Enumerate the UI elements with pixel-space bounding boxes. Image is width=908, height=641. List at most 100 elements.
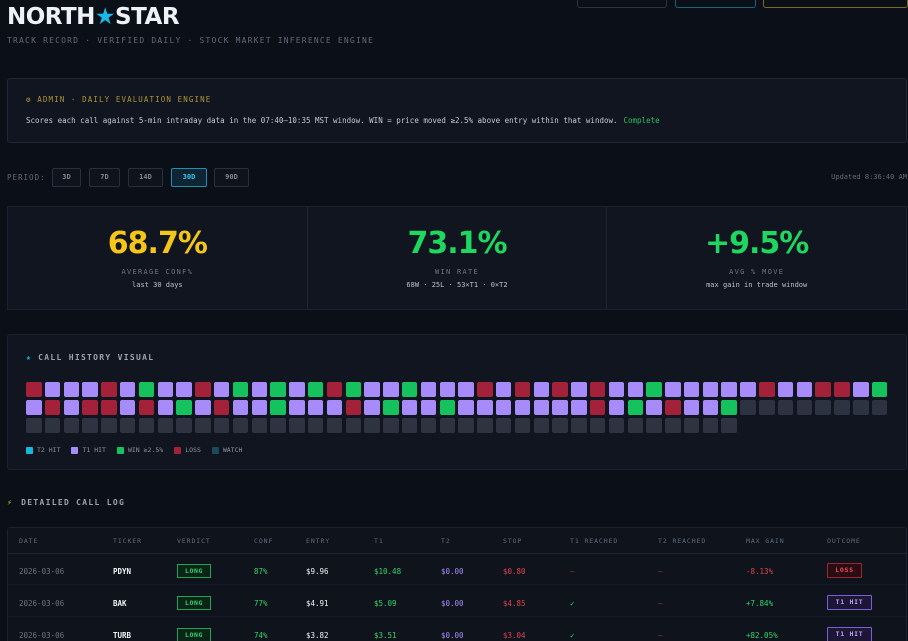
history-cell-pending[interactable] — [101, 418, 117, 433]
history-cell-t1-hit[interactable] — [289, 400, 305, 415]
history-cell-pending[interactable] — [627, 418, 643, 433]
table-row[interactable]: 2026-03-06 BAK LONG 77% $4.91 $5.09 $0.0… — [8, 589, 906, 617]
history-cell-t1-hit[interactable] — [232, 400, 249, 415]
history-cell-t1-hit[interactable] — [289, 382, 305, 397]
history-cell-pending[interactable] — [853, 400, 869, 415]
history-cell-t1-hit[interactable] — [326, 400, 343, 415]
history-cell-pending[interactable] — [759, 400, 775, 415]
history-cell-t1-hit[interactable] — [364, 382, 380, 397]
history-cell-t1-hit[interactable] — [176, 382, 192, 397]
history-cell-loss[interactable] — [138, 400, 155, 415]
history-cell-win[interactable] — [401, 382, 418, 397]
history-cell-loss[interactable] — [589, 382, 606, 397]
history-cell-loss[interactable] — [665, 400, 681, 415]
history-cell-pending[interactable] — [495, 418, 512, 433]
history-cell-pending[interactable] — [777, 400, 794, 415]
history-cell-pending[interactable] — [213, 418, 230, 433]
history-cell-t1-hit[interactable] — [251, 400, 268, 415]
history-cell-pending[interactable] — [646, 418, 662, 433]
history-cell-t1-hit[interactable] — [63, 382, 80, 397]
history-cell-pending[interactable] — [608, 418, 625, 433]
history-cell-pending[interactable] — [721, 418, 737, 433]
history-cell-t1-hit[interactable] — [721, 382, 737, 397]
history-cell-loss[interactable] — [477, 382, 493, 397]
history-cell-t1-hit[interactable] — [195, 400, 211, 415]
history-cell-win[interactable] — [176, 400, 192, 415]
history-cell-win[interactable] — [646, 382, 662, 397]
table-row[interactable]: 2026-03-06 PDYN LONG 87% $9.96 $10.48 $0… — [8, 557, 906, 585]
history-cell-loss[interactable] — [101, 382, 117, 397]
history-cell-pending[interactable] — [63, 418, 80, 433]
history-cell-t1-hit[interactable] — [533, 382, 550, 397]
history-cell-t1-hit[interactable] — [26, 400, 42, 415]
history-cell-t1-hit[interactable] — [571, 400, 587, 415]
history-cell-pending[interactable] — [383, 418, 399, 433]
history-cell-win[interactable] — [138, 382, 155, 397]
history-cell-pending[interactable] — [307, 418, 324, 433]
history-cell-pending[interactable] — [702, 418, 719, 433]
history-cell-win[interactable] — [307, 382, 324, 397]
history-cell-t1-hit[interactable] — [777, 382, 794, 397]
history-cell-pending[interactable] — [740, 400, 756, 415]
header-button-1[interactable] — [577, 0, 667, 8]
history-cell-pending[interactable] — [439, 418, 456, 433]
history-cell-pending[interactable] — [326, 418, 343, 433]
history-cell-pending[interactable] — [44, 418, 61, 433]
history-cell-t1-hit[interactable] — [683, 382, 700, 397]
history-cell-pending[interactable] — [232, 418, 249, 433]
history-cell-t1-hit[interactable] — [63, 400, 80, 415]
history-cell-pending[interactable] — [514, 418, 531, 433]
history-cell-win[interactable] — [270, 382, 286, 397]
history-cell-pending[interactable] — [589, 418, 606, 433]
history-cell-loss[interactable] — [589, 400, 606, 415]
history-cell-t1-hit[interactable] — [608, 382, 625, 397]
history-cell-win[interactable] — [383, 400, 399, 415]
history-cell-win[interactable] — [721, 400, 737, 415]
history-cell-t1-hit[interactable] — [383, 382, 399, 397]
history-cell-pending[interactable] — [138, 418, 155, 433]
history-cell-loss[interactable] — [44, 400, 61, 415]
history-cell-t1-hit[interactable] — [665, 382, 681, 397]
history-cell-t1-hit[interactable] — [477, 400, 493, 415]
table-row[interactable]: 2026-03-06 TURB LONG 74% $3.82 $3.51 $0.… — [8, 621, 906, 641]
history-cell-pending[interactable] — [119, 418, 136, 433]
period-button-7d[interactable]: 7D — [89, 168, 120, 187]
history-cell-pending[interactable] — [796, 400, 813, 415]
history-cell-pending[interactable] — [683, 418, 700, 433]
history-cell-pending[interactable] — [157, 418, 174, 433]
history-cell-pending[interactable] — [401, 418, 418, 433]
history-cell-win[interactable] — [345, 382, 362, 397]
history-cell-pending[interactable] — [270, 418, 286, 433]
history-cell-pending[interactable] — [458, 418, 474, 433]
history-cell-pending[interactable] — [364, 418, 380, 433]
history-cell-pending[interactable] — [26, 418, 42, 433]
history-cell-pending[interactable] — [571, 418, 587, 433]
history-cell-t1-hit[interactable] — [683, 400, 700, 415]
history-cell-pending[interactable] — [289, 418, 305, 433]
history-cell-t1-hit[interactable] — [251, 382, 268, 397]
period-button-3d[interactable]: 3D — [52, 168, 81, 187]
history-cell-t1-hit[interactable] — [82, 382, 98, 397]
history-cell-t1-hit[interactable] — [420, 382, 437, 397]
period-button-14d[interactable]: 14D — [128, 168, 163, 187]
history-cell-t1-hit[interactable] — [796, 382, 813, 397]
history-cell-t1-hit[interactable] — [364, 400, 380, 415]
history-cell-loss[interactable] — [514, 382, 531, 397]
history-cell-pending[interactable] — [834, 400, 850, 415]
history-cell-pending[interactable] — [195, 418, 211, 433]
history-cell-t1-hit[interactable] — [853, 382, 869, 397]
history-cell-pending[interactable] — [533, 418, 550, 433]
history-cell-loss[interactable] — [834, 382, 850, 397]
history-cell-loss[interactable] — [759, 382, 775, 397]
history-cell-win[interactable] — [270, 400, 286, 415]
history-cell-loss[interactable] — [82, 400, 98, 415]
history-cell-loss[interactable] — [552, 382, 568, 397]
history-cell-t1-hit[interactable] — [702, 400, 719, 415]
history-cell-t1-hit[interactable] — [533, 400, 550, 415]
history-cell-win[interactable] — [232, 382, 249, 397]
history-cell-t1-hit[interactable] — [646, 400, 662, 415]
history-cell-t1-hit[interactable] — [552, 400, 568, 415]
history-cell-loss[interactable] — [26, 382, 42, 397]
history-cell-t1-hit[interactable] — [157, 400, 174, 415]
history-cell-t1-hit[interactable] — [608, 400, 625, 415]
